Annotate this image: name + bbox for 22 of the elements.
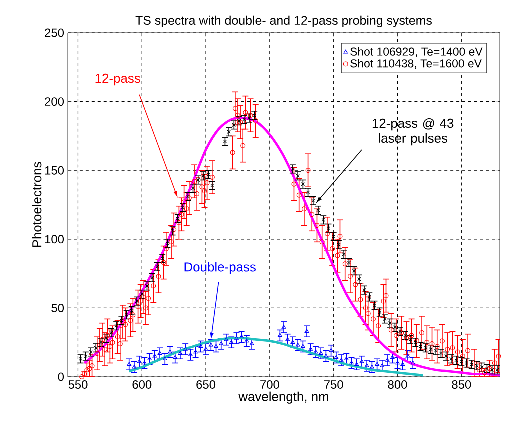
x-axis-title: wavelength, nm xyxy=(238,392,328,404)
legend-label: Shot 110438, Te=1600 eV xyxy=(350,59,482,70)
annotation: 12-pass xyxy=(96,74,140,86)
x-tick-label: 800 xyxy=(388,380,408,389)
chart-title: TS spectra with double- and 12-pass probing systems xyxy=(136,16,432,28)
x-tick-label: 750 xyxy=(324,380,344,389)
x-tick-label: 650 xyxy=(196,380,216,389)
x-tick-label: 550 xyxy=(68,380,88,389)
y-axis-title: Photoelectrons xyxy=(32,162,42,248)
y-tick-label: 250 xyxy=(45,28,64,38)
annotation: 12-pass @ 43 laser pulses xyxy=(372,118,454,146)
y-tick-label: 100 xyxy=(45,235,64,244)
line-series xyxy=(128,337,425,377)
x-tick-label: 600 xyxy=(132,380,152,389)
y-tick-label: 150 xyxy=(45,166,64,175)
y-tick-label: 200 xyxy=(45,98,64,106)
y-tick-label: 50 xyxy=(52,304,64,312)
x-tick-label: 700 xyxy=(260,380,280,389)
y-tick-label: 0 xyxy=(58,372,64,382)
legend-label: Shot 106929, Te=1400 eV xyxy=(350,48,483,58)
x-tick-label: 850 xyxy=(452,380,472,389)
annotation: Double-pass xyxy=(184,262,256,274)
